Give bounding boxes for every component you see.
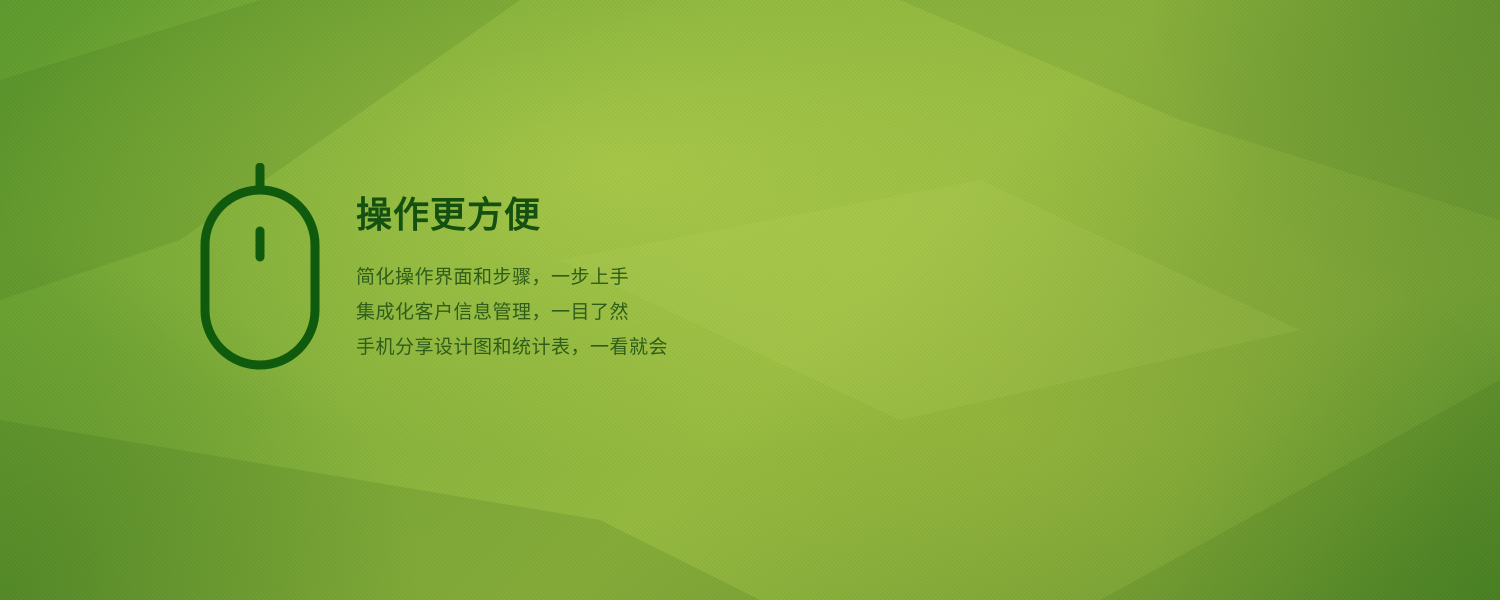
feature-description-list: 简化操作界面和步骤，一步上手 集成化客户信息管理，一目了然 手机分享设计图和统计… [356, 260, 856, 365]
feature-description-line: 简化操作界面和步骤，一步上手 [356, 266, 630, 288]
feature-description-line: 集成化客户信息管理，一目了然 [356, 301, 630, 323]
mouse-icon [200, 163, 320, 370]
feature-description-line: 手机分享设计图和统计表，一看就会 [356, 336, 669, 358]
feature-title: 操作更方便 [356, 195, 542, 236]
feature-content: 操作更方便 简化操作界面和步骤，一步上手 集成化客户信息管理，一目了然 手机分享… [356, 192, 856, 365]
